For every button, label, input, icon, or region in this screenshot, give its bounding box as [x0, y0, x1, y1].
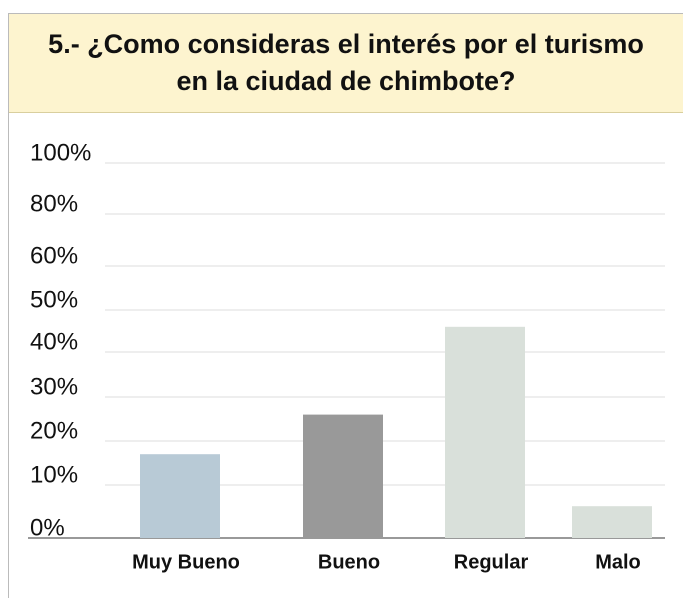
- x-tick-label: Malo: [595, 551, 641, 573]
- title-box: 5.- ¿Como consideras el interés por el t…: [9, 14, 683, 113]
- bar: [303, 414, 383, 538]
- y-tick-label: 10%: [30, 461, 78, 488]
- y-tick-label: 0%: [30, 514, 65, 541]
- bar: [140, 454, 220, 538]
- y-tick-label: 60%: [30, 242, 78, 269]
- bar: [572, 506, 652, 538]
- y-tick-label: 30%: [30, 373, 78, 400]
- y-tick-label: 100%: [30, 139, 91, 166]
- y-tick-label: 80%: [30, 190, 78, 217]
- y-tick-label: 20%: [30, 417, 78, 444]
- y-tick-label: 50%: [30, 286, 78, 313]
- x-tick-label: Muy Bueno: [132, 551, 240, 573]
- x-tick-label: Bueno: [318, 551, 380, 573]
- chart-title: 5.- ¿Como consideras el interés por el t…: [48, 29, 644, 96]
- frame: [8, 13, 683, 598]
- y-tick-label: 40%: [30, 328, 78, 355]
- bar: [445, 326, 525, 538]
- x-tick-label: Regular: [454, 551, 529, 573]
